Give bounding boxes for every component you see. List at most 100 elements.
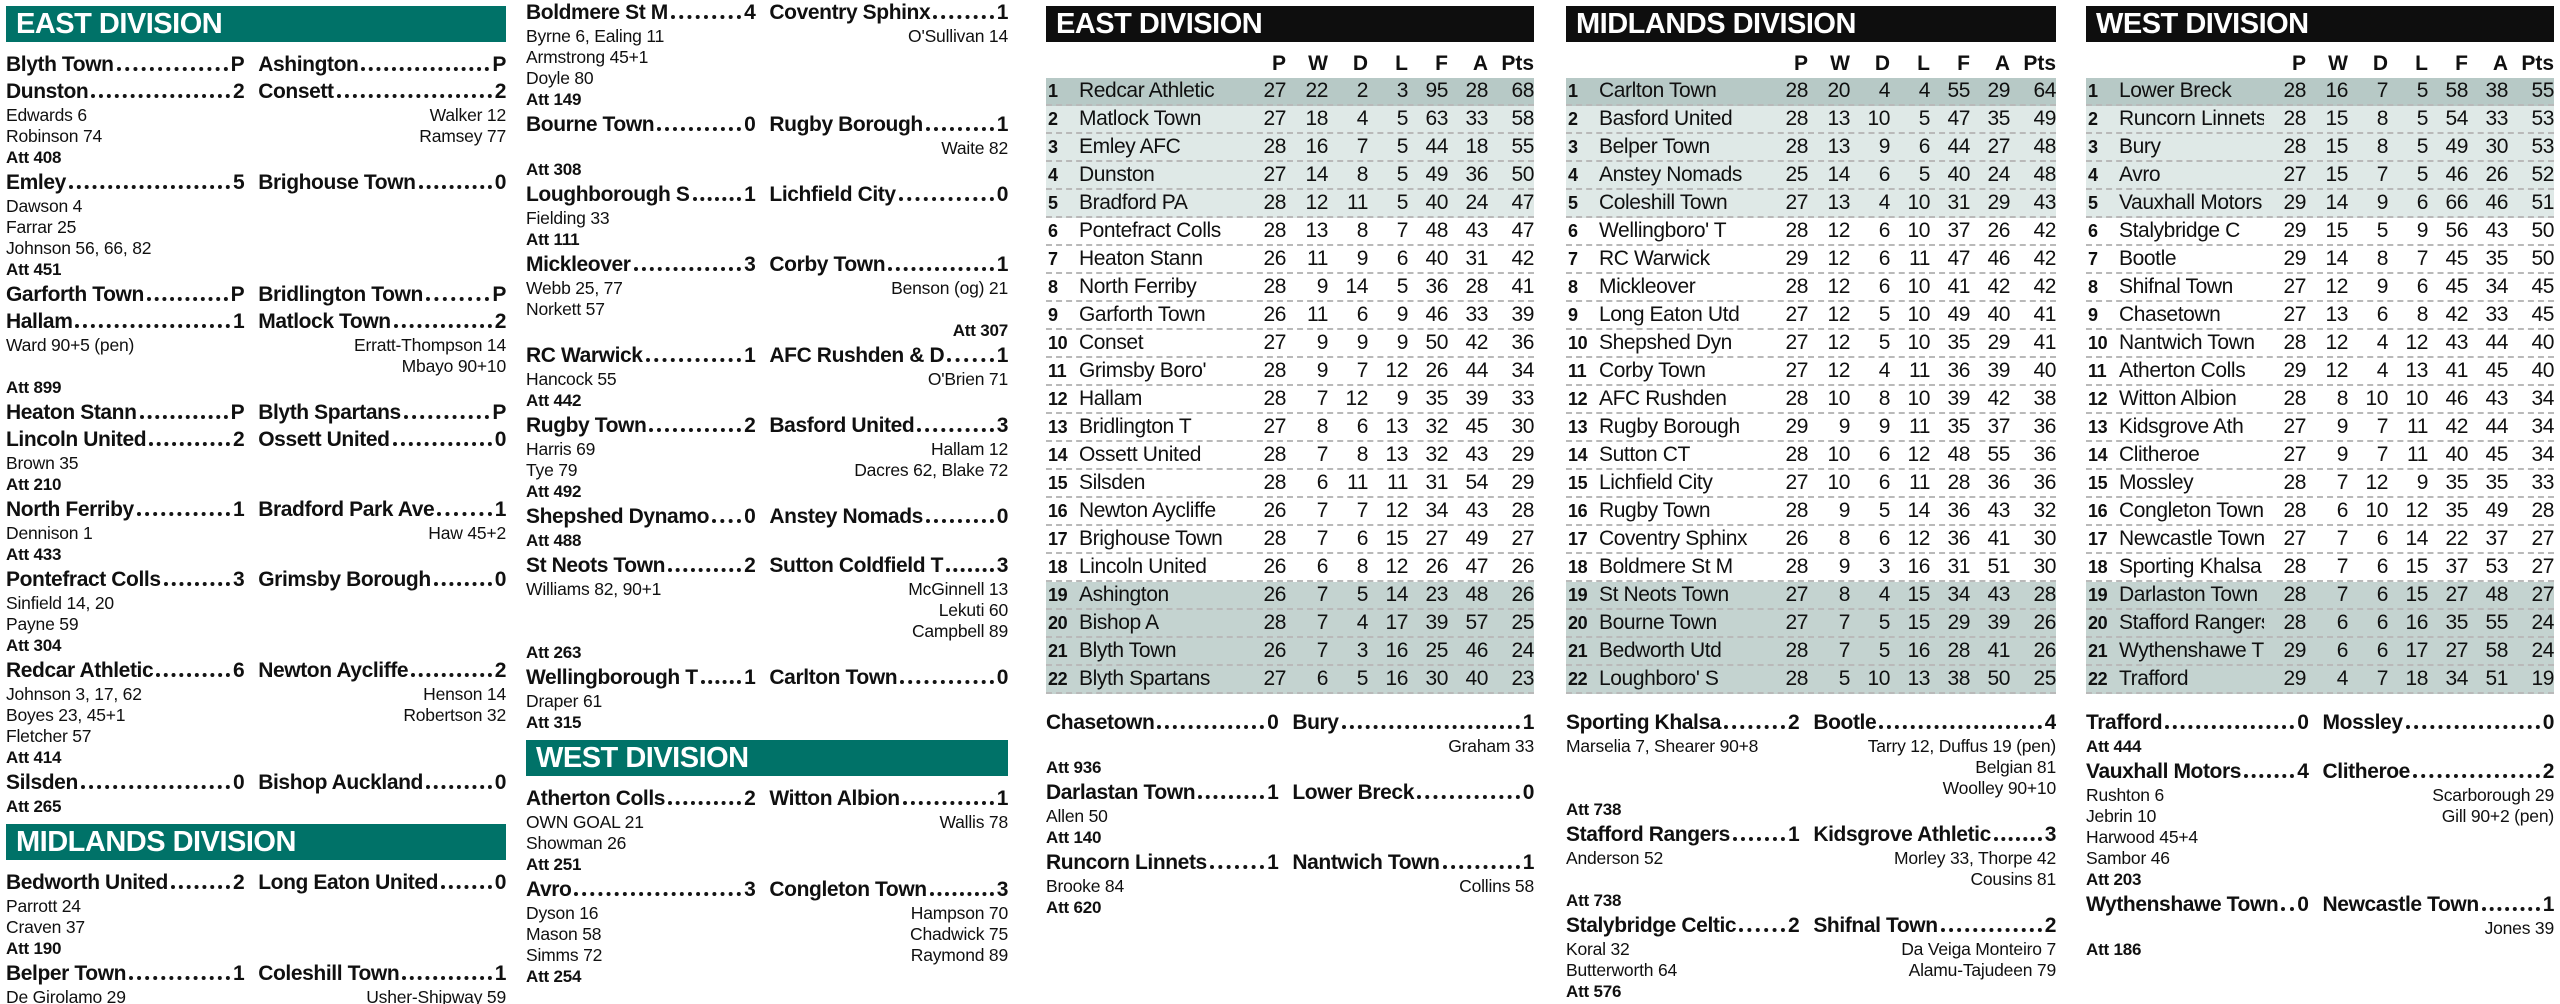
stat-value: 26 [2033,639,2056,662]
position: 20 [2088,613,2108,633]
team-name: Atherton Colls [2119,359,2246,382]
stat-value: 4 [2376,331,2389,354]
table-column-headers: P W D L F A Pts [2086,52,2554,76]
stat-value: 50 [1987,667,2010,690]
table-row: 14 Clitheroe 27 9 7 11 40 45 34 [2086,442,2554,470]
stat-value: 36 [1511,331,1534,354]
stat-value: 8 [1356,163,1369,186]
division-header: MIDLANDS DIVISION [6,824,506,860]
position: 2 [1568,109,1578,129]
stat-header: L [1395,52,1408,75]
stat-value: 15 [2325,135,2348,158]
away-score: 1 [1522,711,1534,734]
away-team-name: Bury [1292,711,1339,734]
scorers-row: Marselia 7, Shearer 90+8 Tarry 12, Duffus… [1566,736,2056,799]
scorer: Jones 39 [2484,918,2554,938]
stat-value: 5 [1356,667,1369,690]
home-team-name: Wellingborough T [526,666,698,689]
stat-value: 27 [2445,639,2468,662]
home-score: 0 [2297,893,2309,916]
stat-value: 11 [1909,415,1930,438]
league-table-column-west: WEST DIVISION P W D L F A Pts 1 Lower Breck 28 16 7 5… [2086,0,2554,1004]
stat-value: 5 [1838,667,1851,690]
stat-value: 35 [1947,415,1970,438]
table-row: 17 Coventry Sphinx 26 8 6 12 36 41 30 [1566,526,2056,554]
stat-value: 49 [1465,527,1488,550]
away-team-line: Bootle 4 [1813,710,2056,736]
table-row: 18 Boldmere St M 28 9 3 16 31 51 30 [1566,554,2056,582]
stat-value: 12 [1907,527,1930,550]
stat-value: 12 [2405,499,2428,522]
stat-value: 34 [2485,275,2508,298]
stat-value: 47 [1947,107,1970,130]
stat-value: 35 [1947,331,1970,354]
scorers-row: Brooke 84 Collins 58 [1046,876,1534,897]
dot-leader [700,680,742,684]
home-scorers: OWN GOAL 21 Showman 26 [526,812,763,854]
stat-value: 26 [1263,583,1286,606]
team-name: Bootle [2119,247,2177,270]
team-name: Witton Albion [2119,387,2237,410]
stat-value: 6 [2376,639,2389,662]
table-row: 1 Lower Breck 28 16 7 5 58 38 55 [2086,78,2554,106]
stat-value: 28 [1263,471,1286,494]
dot-leader [2244,774,2295,778]
stat-value: 16 [1907,639,1930,662]
scorer: Norkett 57 [526,299,605,319]
stat-value: 28 [1263,219,1286,242]
home-team-name: Darlastan Town [1046,781,1196,804]
stat-value: 50 [1425,331,1448,354]
team-name: Dunston [1079,163,1155,186]
stat-value: 6 [1878,163,1891,186]
stat-value: 50 [2531,247,2554,270]
home-scorers: Byrne 6, Ealing 11 Armstrong 45+1 Doyle 80 [526,26,763,89]
stat-value: 5 [1878,639,1891,662]
home-team-line: Chasetown 0 [1046,710,1279,736]
position: 13 [1568,417,1588,437]
match-result: Garforth Town P Bridlington Town P [6,282,506,308]
stat-value: 7 [1356,359,1369,382]
stat-value: 27 [2531,555,2554,578]
scorer: Da Veiga Monteiro 7 [1901,939,2056,959]
home-score: 0 [2297,711,2309,734]
position: 9 [1568,305,1578,325]
stat-value: 44 [1947,135,1970,158]
away-team-line: Bishop Auckland 0 [258,770,506,796]
away-team-line: Newton Aycliffe 2 [258,658,506,684]
scorer: Johnson 56, 66, 82 [6,238,152,258]
position: 2 [2088,109,2098,129]
team-name: North Ferriby [1079,275,1197,298]
team-name: Rugby Town [1599,499,1711,522]
stat-value: 6 [2416,275,2429,298]
team-name: Boldmere St M [1599,555,1733,578]
team-name: Hallam [1079,387,1142,410]
stat-value: 28 [2283,499,2306,522]
stat-value: 6 [1878,247,1891,270]
stat-value: 8 [1878,387,1891,410]
away-team-line: Bridlington Town P [258,282,506,308]
scorer: Robertson 32 [403,705,506,725]
team-name: Blyth Town [1079,639,1177,662]
table-row: 1 Carlton Town 28 20 4 4 55 29 64 [1566,78,2056,106]
stat-value: 13 [1827,191,1850,214]
stat-value: 10 [1867,107,1890,130]
stat-value: 5 [2416,163,2429,186]
stat-value: 27 [2445,583,2468,606]
stat-value: 33 [1511,387,1534,410]
away-score: 2 [494,310,506,333]
dot-leader [402,976,492,980]
stat-value: 45 [2445,247,2468,270]
stat-value: 26 [2033,611,2056,634]
position: 3 [1568,137,1578,157]
stat-value: 27 [2531,583,2554,606]
away-scorers [260,196,506,259]
attendance: Att 186 [2086,940,2142,959]
stat-value: 33 [2485,107,2508,130]
position: 13 [2088,417,2108,437]
stat-value: 40 [1465,667,1488,690]
position: 11 [1568,361,1587,381]
away-team-name: Bootle [1813,711,1877,734]
stat-value: 16 [1305,135,1328,158]
stat-value: 14 [2325,247,2348,270]
dot-leader [712,519,742,523]
